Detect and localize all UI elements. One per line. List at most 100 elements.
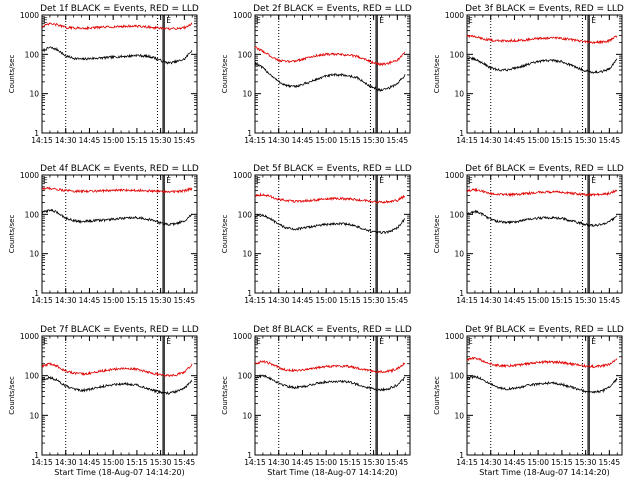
x-tick-label: 14:15 <box>456 458 478 467</box>
y-tick-label: 1000 <box>233 11 252 20</box>
lld-trace-red <box>466 187 618 198</box>
plot-frame <box>254 335 411 456</box>
x-tick-label: 14:30 <box>268 136 290 145</box>
x-tick-label: 14:45 <box>504 136 526 145</box>
x-tick-label: 14:45 <box>292 136 314 145</box>
x-tick-label: 15:00 <box>315 458 337 467</box>
x-tick-label: 15:45 <box>174 458 196 467</box>
x-tick-label: 15:45 <box>174 296 196 305</box>
x-tick-label: 14:30 <box>480 136 502 145</box>
x-tick-label: 15:00 <box>102 296 124 305</box>
y-axis-label: Counts/sec <box>433 376 441 415</box>
x-tick-label: 15:45 <box>387 296 409 305</box>
x-tick-label: 14:45 <box>79 458 101 467</box>
y-tick-label: 10 <box>242 90 252 99</box>
panel-title: Det 4f BLACK = Events, RED = LLD <box>40 164 199 174</box>
y-tick-label: 10 <box>454 411 464 420</box>
y-tick-label: 1 <box>34 451 39 460</box>
y-axis-label: Counts/sec <box>221 215 229 254</box>
y-tick-label: 1 <box>459 289 464 298</box>
lld-trace-red <box>41 361 193 378</box>
x-tick-label: 14:15 <box>244 296 266 305</box>
panel-det-8: Det 8f BLACK = Events, RED = LLD Counts/s… <box>221 325 412 477</box>
y-tick-label: 1 <box>34 129 39 138</box>
lld-trace-red <box>254 192 405 204</box>
y-axis-label: Counts/sec <box>221 376 229 415</box>
y-axis-label: Counts/sec <box>8 376 16 415</box>
x-tick-label: 14:30 <box>55 296 77 305</box>
E-marker-label: E <box>379 176 384 185</box>
y-tick-label: 1 <box>34 289 39 298</box>
y-tick-label: 1000 <box>20 171 39 180</box>
E-marker-label: E <box>256 337 261 346</box>
x-tick-label: 14:45 <box>79 296 101 305</box>
y-tick-label: 1000 <box>445 171 464 180</box>
x-tick-label: 15:30 <box>575 136 597 145</box>
x-tick-label: 14:30 <box>480 458 502 467</box>
y-tick-label: 100 <box>238 50 253 59</box>
x-tick-label: 14:45 <box>292 296 314 305</box>
x-tick-label: 15:15 <box>551 296 573 305</box>
y-tick-label: 1 <box>247 289 252 298</box>
x-tick-label: 15:30 <box>150 458 172 467</box>
panel-det-1: Det 1f BLACK = Events, RED = LLD Counts/s… <box>8 4 199 145</box>
E-marker-label: E <box>43 337 48 346</box>
x-tick-label: 15:45 <box>599 136 621 145</box>
panel-det-2: Det 2f BLACK = Events, RED = LLD Counts/s… <box>221 4 412 145</box>
E-marker-label: E <box>468 176 473 185</box>
E-marker-label: E <box>166 176 171 185</box>
x-tick-label: 15:15 <box>551 136 573 145</box>
E-marker-label: E <box>591 16 596 25</box>
E-marker-label: E <box>256 16 261 25</box>
x-tick-label: 15:00 <box>527 296 549 305</box>
panel-det-6: Det 6f BLACK = Events, RED = LLD Counts/s… <box>433 164 624 305</box>
y-tick-label: 100 <box>25 372 40 381</box>
panel-det-9: Det 9f BLACK = Events, RED = LLD Counts/s… <box>433 325 624 477</box>
y-tick-label: 1 <box>247 451 252 460</box>
y-axis-label: Counts/sec <box>221 55 229 94</box>
x-tick-label: 15:45 <box>599 458 621 467</box>
y-tick-label: 1000 <box>445 11 464 20</box>
panel-det-3: Det 3f BLACK = Events, RED = LLD Counts/s… <box>433 4 624 145</box>
x-tick-label: 15:30 <box>150 296 172 305</box>
x-tick-label: 15:15 <box>339 136 361 145</box>
panel-title: Det 7f BLACK = Events, RED = LLD <box>40 325 199 335</box>
x-tick-label: 14:15 <box>31 296 53 305</box>
events-trace-black <box>41 208 193 227</box>
x-tick-label: 15:00 <box>527 136 549 145</box>
x-tick-label: 15:30 <box>150 136 172 145</box>
lld-trace-red <box>254 46 406 67</box>
y-tick-label: 1000 <box>233 171 252 180</box>
x-tick-label: 15:45 <box>599 296 621 305</box>
x-tick-label: 15:45 <box>387 136 409 145</box>
x-tick-label: 15:00 <box>315 136 337 145</box>
E-marker-label: E <box>256 176 261 185</box>
x-tick-label: 15:15 <box>551 458 573 467</box>
y-axis-label: Counts/sec <box>433 55 441 94</box>
x-tick-label: 15:30 <box>363 136 385 145</box>
plot-frame <box>466 14 623 134</box>
x-tick-label: 14:45 <box>504 458 526 467</box>
x-tick-label: 15:15 <box>126 296 148 305</box>
x-tick-label: 14:30 <box>268 296 290 305</box>
lld-trace-red <box>466 34 618 45</box>
plot-frame <box>254 14 411 134</box>
lld-trace-red <box>467 356 618 369</box>
y-tick-label: 10 <box>29 250 39 259</box>
x-tick-label: 14:15 <box>31 136 53 145</box>
x-tick-label: 15:00 <box>527 458 549 467</box>
x-tick-label: 15:45 <box>387 458 409 467</box>
events-trace-black <box>254 62 406 92</box>
panel-title: Det 3f BLACK = Events, RED = LLD <box>465 4 624 14</box>
panel-title: Det 1f BLACK = Events, RED = LLD <box>40 4 199 14</box>
y-tick-label: 100 <box>25 50 40 59</box>
x-tick-label: 15:00 <box>102 136 124 145</box>
lld-trace-red <box>41 22 193 31</box>
y-tick-label: 1000 <box>20 332 39 341</box>
y-tick-label: 10 <box>242 411 252 420</box>
x-tick-label: 14:30 <box>480 296 502 305</box>
y-tick-label: 1000 <box>233 332 252 341</box>
x-tick-label: 15:15 <box>339 296 361 305</box>
panel-title: Det 2f BLACK = Events, RED = LLD <box>253 4 412 14</box>
panel-title: Det 6f BLACK = Events, RED = LLD <box>465 164 624 174</box>
